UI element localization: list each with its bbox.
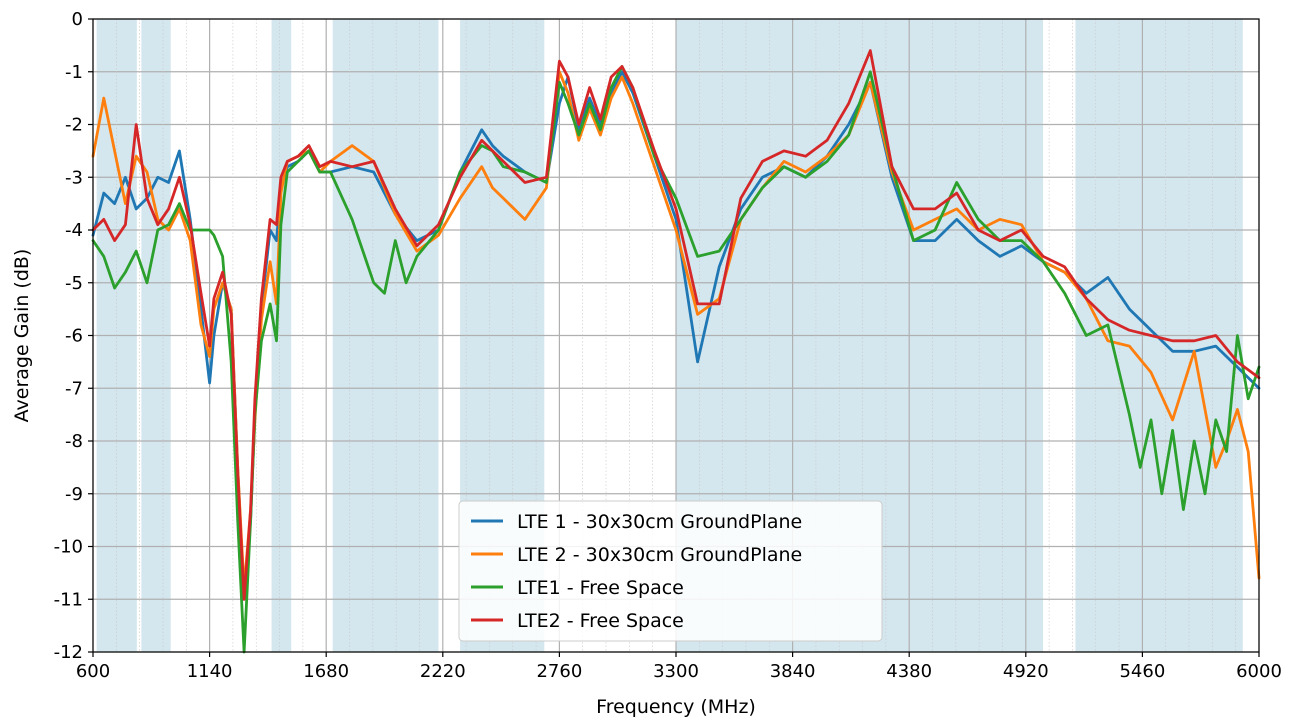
x-tick-label: 1140	[187, 661, 233, 682]
y-tick-label: -7	[65, 378, 83, 399]
y-axis-label: Average Gain (dB)	[11, 249, 33, 423]
x-tick-label: 2760	[536, 661, 582, 682]
x-tick-label: 2220	[420, 661, 466, 682]
y-tick-label: -5	[65, 273, 83, 294]
x-tick-label: 6000	[1236, 661, 1282, 682]
y-tick-label: -1	[65, 62, 83, 83]
x-tick-label: 5460	[1119, 661, 1165, 682]
y-tick-label: -12	[54, 642, 83, 663]
x-tick-label: 3840	[770, 661, 816, 682]
x-tick-label: 4920	[1003, 661, 1049, 682]
y-tick-label: -3	[65, 167, 83, 188]
y-tick-label: -10	[54, 537, 83, 558]
y-axis-ticks: 0 -1 -2 -3 -4 -5 -6 -7 -8 -9 -10 -11 -12	[54, 9, 93, 663]
legend-label: LTE2 - Free Space	[517, 610, 684, 632]
x-tick-label: 3300	[653, 661, 699, 682]
y-tick-label: -6	[65, 326, 83, 347]
x-axis-label: Frequency (MHz)	[596, 696, 756, 718]
x-axis-ticks: 600 1140 1680 2220 2760 3300 3840 4380 4920 5460 6…	[76, 652, 1282, 682]
y-tick-label: -2	[65, 115, 83, 136]
x-tick-label: 1680	[303, 661, 349, 682]
legend-label: LTE 1 - 30x30cm GroundPlane	[517, 511, 802, 533]
series-line-3	[91, 65, 1261, 654]
series-line-4	[91, 49, 1261, 601]
y-tick-label: -11	[54, 589, 83, 610]
legend-label: LTE 2 - 30x30cm GroundPlane	[517, 544, 802, 566]
y-tick-label: -8	[65, 431, 83, 452]
legend: LTE 1 - 30x30cm GroundPlane LTE 2 - 30x30…	[458, 500, 883, 642]
y-tick-label: -4	[65, 220, 83, 241]
x-tick-label: 4380	[886, 661, 932, 682]
legend-label: LTE1 - Free Space	[517, 577, 684, 599]
x-tick-label: 600	[76, 661, 110, 682]
y-tick-label: 0	[72, 9, 83, 30]
y-tick-label: -9	[65, 484, 83, 505]
data-series	[91, 49, 1261, 654]
legend-box	[458, 500, 883, 642]
